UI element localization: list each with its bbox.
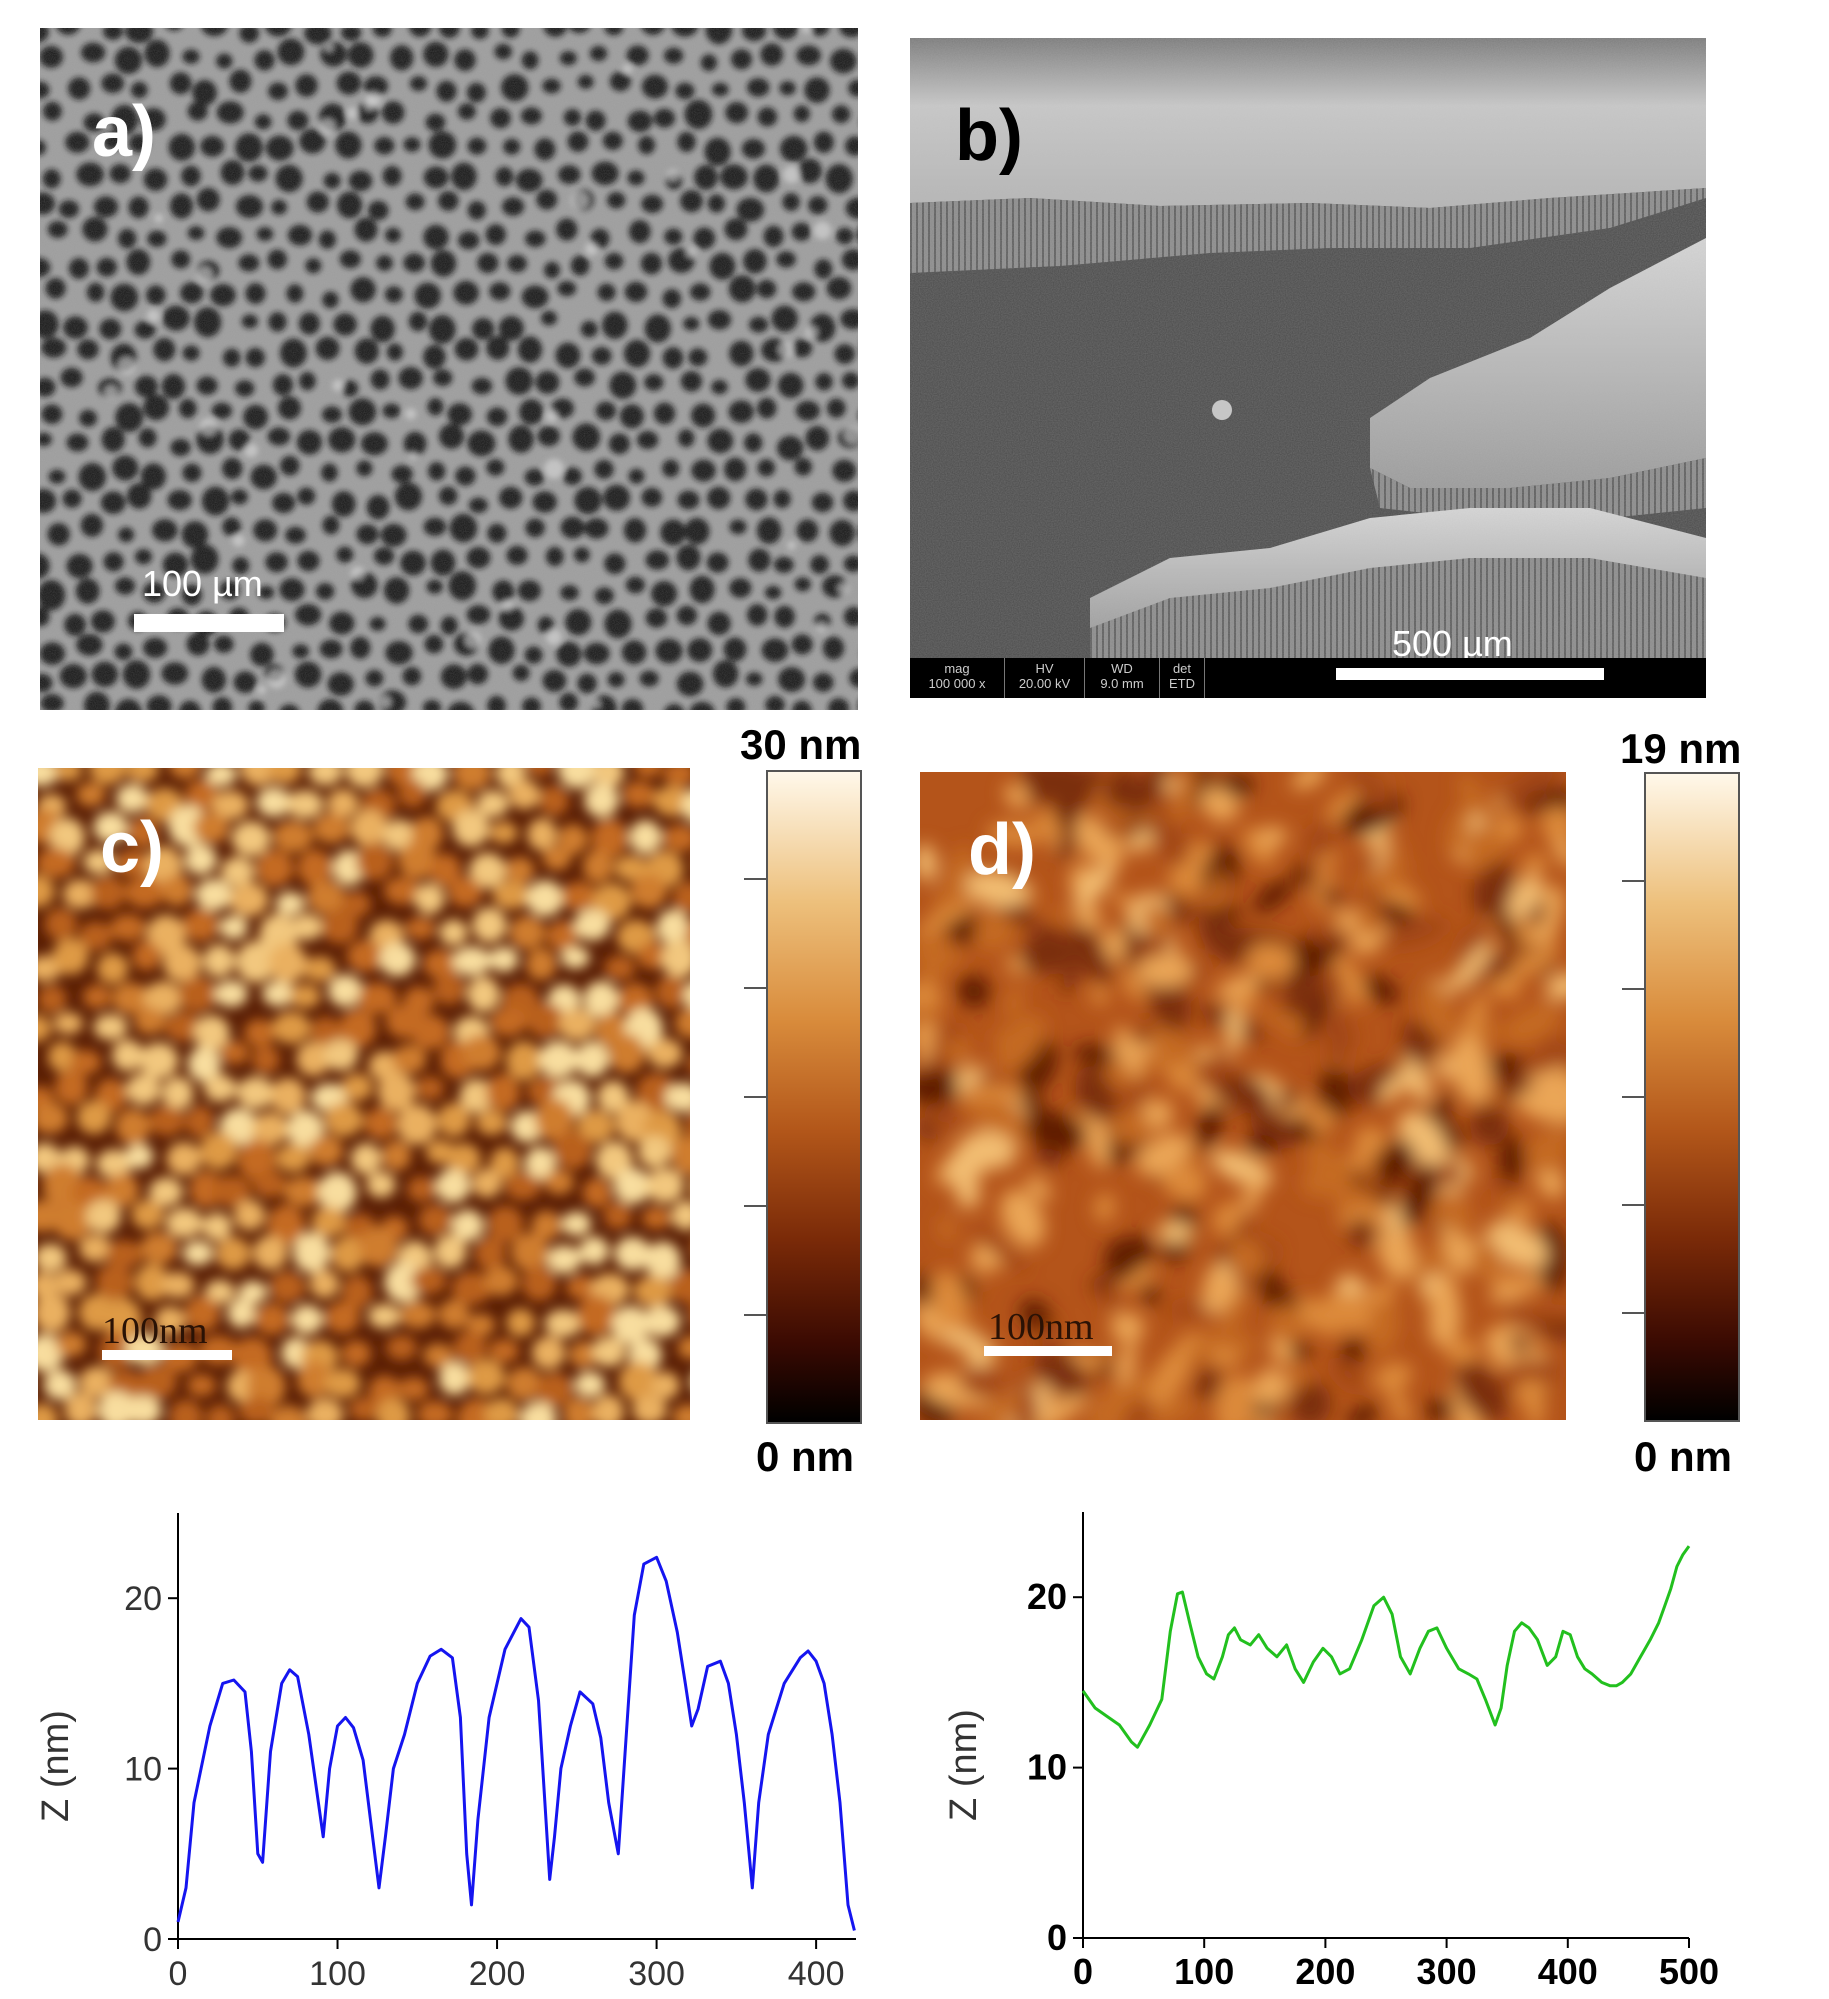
x-tick-label: 400	[788, 1955, 845, 1993]
scalebar-a	[134, 614, 284, 632]
colorbar-tick	[1622, 880, 1644, 882]
y-tick-label: 20	[124, 1580, 162, 1618]
scalebar-label-d: 100nm	[988, 1306, 1094, 1348]
colorbar-c	[766, 770, 862, 1424]
scalebar-label-a: 100 µm	[142, 563, 263, 604]
x-tick-label: 400	[1538, 1951, 1598, 1992]
colorbar-min-c: 0 nm	[756, 1433, 855, 1480]
afm-image-c	[38, 768, 690, 1420]
colorbar-tick	[744, 1096, 766, 1098]
scalebar-d	[984, 1346, 1112, 1356]
panel-label-d: d)	[968, 810, 1036, 890]
info-det: det ETD	[1160, 658, 1205, 698]
colorbar-tick	[744, 1205, 766, 1207]
x-tick-label: 0	[169, 1955, 188, 1993]
y-tick-label: 10	[1027, 1747, 1067, 1788]
panel-label-b: b)	[955, 96, 1023, 176]
colorbar-max-c: 30 nm	[740, 721, 862, 768]
x-tick-label: 100	[309, 1955, 366, 1993]
colorbar-tick	[1622, 1096, 1644, 1098]
y-axis-title: Z (nm)	[35, 1710, 77, 1822]
scalebar-label-b: 500 µm	[1392, 623, 1513, 664]
colorbar-tick	[1622, 1204, 1644, 1206]
scalebar-c	[102, 1350, 232, 1360]
x-tick-label: 0	[1073, 1951, 1093, 1992]
x-tick-label: 100	[1174, 1951, 1234, 1992]
colorbar-tick	[1622, 988, 1644, 990]
profile-chart-d: 010020030040050001020Topography (nm)Z (n…	[900, 1490, 1829, 1992]
afm-image-d	[920, 772, 1566, 1420]
scalebar-label-c: 100nm	[102, 1310, 208, 1352]
y-tick-label: 0	[1047, 1917, 1067, 1958]
scalebar-b	[1336, 668, 1604, 680]
info-wd: WD 9.0 mm	[1085, 658, 1160, 698]
profile-line	[176, 1555, 856, 1931]
panel-label-a: a)	[92, 92, 157, 172]
colorbar-tick	[744, 987, 766, 989]
info-hv: HV 20.00 kV	[1005, 658, 1085, 698]
colorbar-tick	[744, 1314, 766, 1316]
colorbar-min-d: 0 nm	[1634, 1433, 1733, 1480]
sem-image-b	[910, 38, 1706, 698]
x-tick-label: 200	[1295, 1951, 1355, 1992]
x-tick-label: 300	[628, 1955, 685, 1993]
info-mag: mag 100 000 x	[910, 658, 1005, 698]
profile-chart-c: 010020030040001020Topography (nm)Z (nm)	[0, 1490, 900, 1993]
profile-line	[1081, 1545, 1691, 1749]
colorbar-tick	[744, 878, 766, 880]
y-axis-title: Z (nm)	[943, 1709, 985, 1821]
x-tick-label: 500	[1659, 1951, 1719, 1992]
colorbar-tick	[1622, 1312, 1644, 1314]
sem-image-a	[40, 28, 858, 710]
colorbar-max-d: 19 nm	[1620, 725, 1742, 772]
panel-label-c: c)	[100, 808, 165, 888]
y-tick-label: 20	[1027, 1576, 1067, 1617]
y-tick-label: 0	[143, 1921, 162, 1959]
x-tick-label: 200	[469, 1955, 526, 1993]
y-tick-label: 10	[124, 1751, 162, 1789]
colorbar-d	[1644, 772, 1740, 1422]
x-tick-label: 300	[1417, 1951, 1477, 1992]
